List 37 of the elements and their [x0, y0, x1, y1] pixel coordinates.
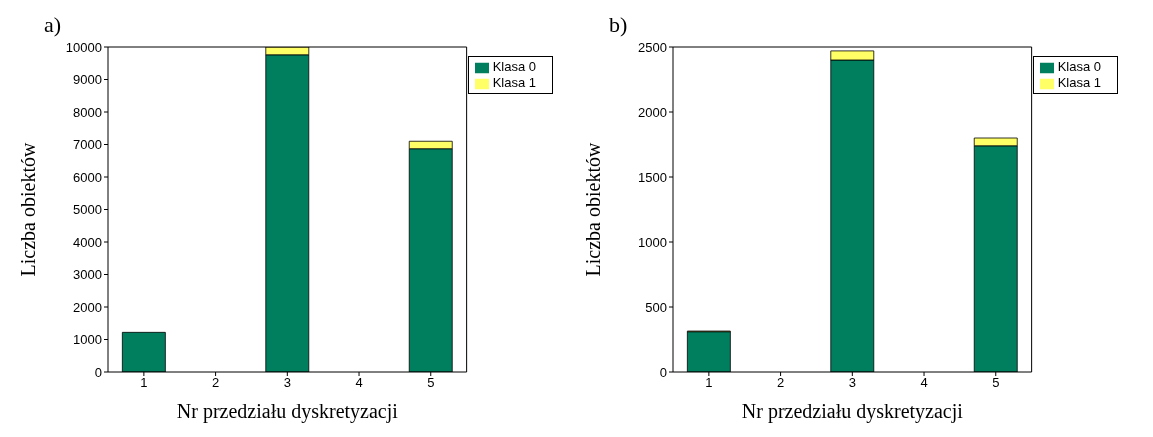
y-tick-label: 2000 [638, 104, 667, 120]
x-tick-label: 5 [427, 375, 435, 391]
text: b) [609, 12, 628, 38]
text: a) [44, 12, 62, 38]
x-tick-label: 4 [920, 375, 928, 391]
legend-label: Klasa 1 [492, 75, 536, 90]
y-tick-label: 2500 [638, 39, 667, 55]
x-tick-label: 3 [848, 375, 856, 391]
y-tick-label: 1000 [638, 234, 667, 250]
x-axis-title: Nr przedziału dyskretyzacji [176, 400, 399, 423]
y-axis-title: Liczba obiektów [17, 142, 40, 277]
x-axis-title: Nr przedziału dyskretyzacji [741, 400, 964, 423]
y-tick-label: 1500 [638, 169, 667, 185]
y-tick-label: 0 [659, 364, 667, 380]
legend-label: Klasa 1 [1057, 75, 1101, 90]
legend-label: Klasa 0 [492, 59, 536, 74]
x-tick-label: 4 [355, 375, 363, 391]
y-tick-label: 8000 [73, 104, 102, 120]
x-tick-label: 1 [140, 375, 148, 391]
x-tick-label: 2 [776, 375, 785, 391]
y-tick-label: 3000 [73, 267, 102, 283]
y-tick-label: 9000 [73, 72, 102, 88]
y-tick-label: 4000 [73, 234, 102, 250]
y-tick-label: 6000 [73, 169, 102, 185]
x-tick-label: 3 [283, 375, 291, 391]
x-tick-label: 5 [992, 375, 1000, 391]
x-tick-label: 1 [705, 375, 713, 391]
y-tick-label: 7000 [73, 137, 102, 153]
y-tick-label: 1000 [73, 332, 102, 348]
y-tick-label: 2000 [73, 299, 102, 315]
legend-label: Klasa 0 [1057, 59, 1101, 74]
x-tick-label: 2 [211, 375, 220, 391]
y-tick-label: 500 [645, 299, 667, 315]
y-tick-label: 0 [94, 364, 102, 380]
y-tick-label: 5000 [73, 202, 102, 218]
y-axis-title: Liczba obiektów [582, 142, 605, 277]
y-tick-label: 10000 [65, 39, 102, 55]
